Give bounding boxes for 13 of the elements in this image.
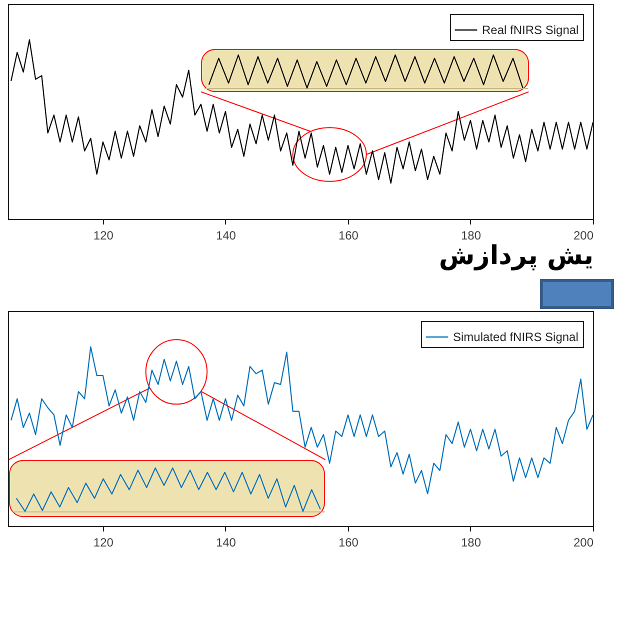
x-tick-label: 120 (93, 536, 114, 550)
legend-label: Simulated fNIRS Signal (453, 330, 578, 344)
text: یش پردازش (438, 241, 594, 271)
x-tick-label: 180 (460, 536, 482, 550)
legend-label: Real fNIRS Signal (482, 23, 579, 37)
x-tick-label: 140 (216, 536, 236, 550)
x-tick-label: 200 (573, 536, 594, 550)
x-tick-label: 200 (573, 228, 594, 242)
x-tick-label: 160 (338, 536, 359, 550)
x-tick-label: 160 (338, 228, 359, 242)
x-tick-label: 180 (460, 228, 482, 242)
x-tick-label: 120 (93, 228, 114, 242)
x-tick-label: 140 (216, 228, 236, 242)
